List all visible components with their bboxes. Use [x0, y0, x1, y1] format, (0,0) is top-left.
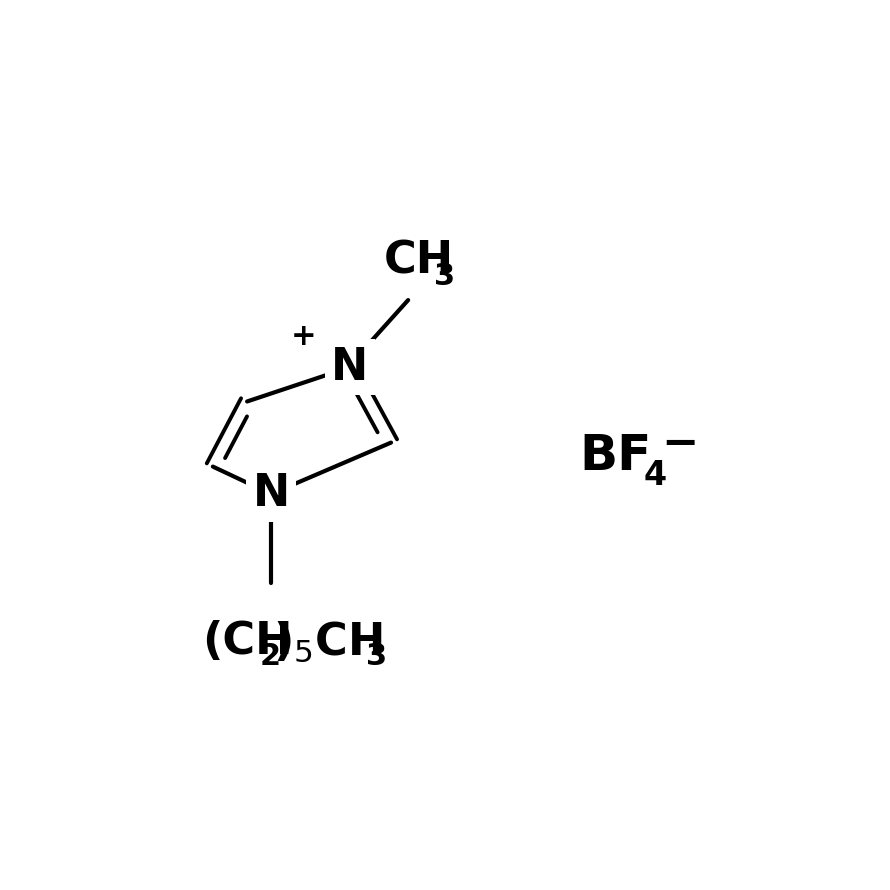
Text: 3: 3: [433, 262, 455, 290]
Text: BF: BF: [579, 433, 651, 481]
Text: N: N: [253, 473, 290, 515]
Text: 4: 4: [643, 459, 667, 492]
Text: −: −: [662, 423, 699, 465]
Text: +: +: [291, 322, 317, 351]
Text: (CH: (CH: [203, 619, 293, 663]
Text: 3: 3: [366, 642, 387, 671]
Text: CH: CH: [384, 239, 454, 282]
Text: 2: 2: [260, 642, 280, 671]
Text: )$_5$CH: )$_5$CH: [273, 619, 383, 664]
Text: N: N: [331, 345, 368, 389]
